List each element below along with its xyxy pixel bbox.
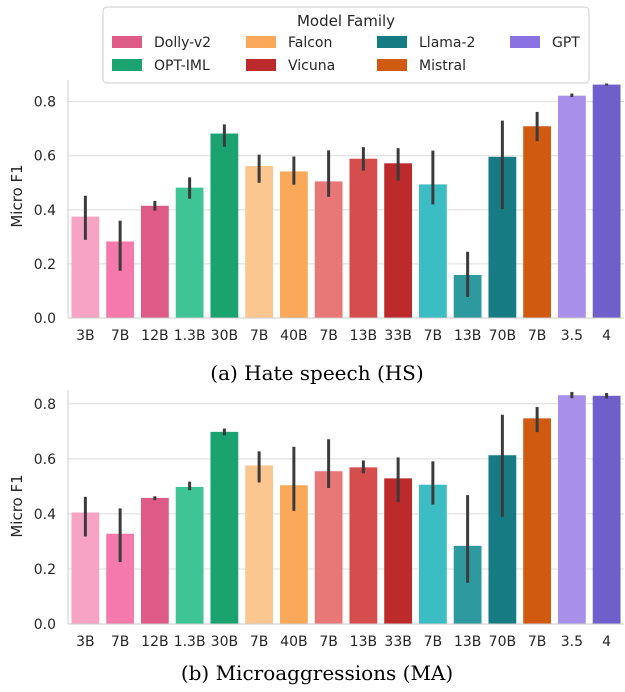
x-tick-label: 7B bbox=[424, 634, 443, 650]
x-tick-label: 13B bbox=[454, 328, 481, 344]
x-tick-label: 3B bbox=[76, 328, 95, 344]
y-tick-label: 0.0 bbox=[34, 617, 56, 633]
bar-dolly-v2-12b bbox=[140, 497, 169, 624]
x-tick-label: 33B bbox=[384, 634, 411, 650]
legend-label: Vicuna bbox=[288, 58, 335, 74]
bar-gpt-3.5 bbox=[557, 95, 586, 318]
bars bbox=[71, 395, 621, 624]
bar-llama-2-7b bbox=[418, 484, 447, 624]
x-tick-label: 7B bbox=[319, 634, 338, 650]
bar-vicuna-7b bbox=[314, 471, 343, 624]
x-tick-label: 7B bbox=[250, 328, 269, 344]
chart-hate-speech: Micro F1 0.0 0.2 0.4 0.6 0.8 3B 7B 12B 1.3B 30B 7… bbox=[8, 80, 624, 385]
x-tick-label: 40B bbox=[280, 328, 307, 344]
y-tick-labels: 0.0 0.2 0.4 0.6 0.8 bbox=[34, 397, 56, 633]
x-tick-label: 7B bbox=[111, 634, 130, 650]
y-tick-label: 0.4 bbox=[34, 203, 56, 219]
bar-falcon-7b bbox=[245, 166, 274, 318]
x-tick-labels: 3B 7B 12B 1.3B 30B 7B 40B 7B 13B 33B 7B 13B 70B 7B 3.5… bbox=[76, 328, 611, 344]
y-tick-labels: 0.0 0.2 0.4 0.6 0.8 bbox=[34, 95, 56, 327]
y-tick-label: 0.4 bbox=[34, 507, 56, 523]
legend-swatch-opt-iml bbox=[112, 59, 142, 71]
bar-mistral-7b bbox=[523, 126, 552, 318]
x-tick-labels: 3B 7B 12B 1.3B 30B 7B 40B 7B 13B 33B 7B 13B 70B 7B 3.5… bbox=[76, 634, 611, 650]
legend-label: GPT bbox=[552, 35, 580, 51]
x-tick-label: 7B bbox=[250, 634, 269, 650]
x-tick-label: 1.3B bbox=[174, 634, 206, 650]
bar-dolly-v2-12b bbox=[140, 205, 169, 318]
legend-items: Dolly-v2 Falcon Llama-2 GPT OPT-IML Vicuna Mis… bbox=[112, 35, 580, 74]
legend-label: Llama-2 bbox=[419, 35, 475, 51]
legend-swatch-vicuna bbox=[246, 59, 276, 71]
y-tick-label: 0.2 bbox=[34, 257, 56, 273]
bar-gpt-3.5 bbox=[557, 395, 586, 624]
bar-vicuna-33b bbox=[384, 478, 413, 624]
y-axis-label: Micro F1 bbox=[8, 164, 26, 227]
bar-falcon-7b bbox=[245, 465, 274, 624]
y-tick-label: 0.2 bbox=[34, 562, 56, 578]
bar-mistral-7b bbox=[523, 418, 552, 624]
legend-frame bbox=[102, 6, 590, 84]
bars bbox=[71, 84, 621, 319]
legend-swatch-dolly-v2 bbox=[112, 36, 142, 48]
x-tick-label: 13B bbox=[350, 328, 377, 344]
panel-caption: (a) Hate speech (HS) bbox=[210, 361, 423, 385]
y-tick-label: 0.8 bbox=[34, 95, 56, 111]
bar-opt-iml-30b bbox=[210, 431, 239, 624]
bar-opt-iml-30b bbox=[210, 133, 239, 318]
chart-microaggressions: Micro F1 0.0 0.2 0.4 0.6 0.8 3B 7B 12B 1.3B 30B 7… bbox=[8, 390, 624, 685]
bar-gpt-4 bbox=[592, 395, 621, 624]
bar-opt-iml-1.3b bbox=[175, 486, 204, 624]
bar-gpt-4 bbox=[592, 84, 621, 319]
x-tick-label: 13B bbox=[350, 634, 377, 650]
x-tick-label: 12B bbox=[141, 328, 168, 344]
bar-opt-iml-1.3b bbox=[175, 187, 204, 318]
bar-vicuna-33b bbox=[384, 163, 413, 318]
legend-swatch-mistral bbox=[377, 59, 407, 71]
legend-label: Dolly-v2 bbox=[154, 35, 211, 51]
y-tick-label: 0.6 bbox=[34, 452, 56, 468]
legend-title: Model Family bbox=[297, 12, 395, 30]
x-tick-label: 30B bbox=[211, 328, 238, 344]
x-tick-label: 3.5 bbox=[561, 634, 583, 650]
bar-vicuna-13b bbox=[349, 158, 378, 318]
bar-falcon-40b bbox=[279, 171, 308, 318]
legend-label: Mistral bbox=[419, 58, 466, 74]
y-tick-label: 0.8 bbox=[34, 397, 56, 413]
x-tick-label: 3.5 bbox=[561, 328, 583, 344]
y-tick-label: 0.6 bbox=[34, 149, 56, 165]
legend-swatch-gpt bbox=[510, 36, 540, 48]
x-tick-label: 70B bbox=[489, 328, 516, 344]
x-tick-label: 4 bbox=[602, 328, 611, 344]
x-tick-label: 70B bbox=[489, 634, 516, 650]
y-axis-label: Micro F1 bbox=[8, 474, 26, 537]
bar-vicuna-13b bbox=[349, 467, 378, 624]
legend-label: Falcon bbox=[288, 35, 332, 51]
x-tick-label: 7B bbox=[111, 328, 130, 344]
legend-label: OPT-IML bbox=[154, 58, 210, 74]
x-tick-label: 7B bbox=[528, 328, 547, 344]
x-tick-label: 40B bbox=[280, 634, 307, 650]
legend-swatch-falcon bbox=[246, 36, 276, 48]
bar-llama-2-7b bbox=[418, 184, 447, 318]
legend: Model Family Dolly-v2 Falcon Llama-2 GPT OPT… bbox=[102, 6, 590, 84]
panel-caption: (b) Microaggressions (MA) bbox=[181, 661, 453, 685]
bar-vicuna-7b bbox=[314, 181, 343, 318]
x-tick-label: 30B bbox=[211, 634, 238, 650]
x-tick-label: 7B bbox=[319, 328, 338, 344]
legend-swatch-llama-2 bbox=[377, 36, 407, 48]
x-tick-label: 12B bbox=[141, 634, 168, 650]
x-tick-label: 13B bbox=[454, 634, 481, 650]
x-tick-label: 7B bbox=[528, 634, 547, 650]
error-bars bbox=[83, 83, 609, 297]
x-tick-label: 3B bbox=[76, 634, 95, 650]
x-tick-label: 1.3B bbox=[174, 328, 206, 344]
x-tick-label: 33B bbox=[384, 328, 411, 344]
x-tick-label: 7B bbox=[424, 328, 443, 344]
y-tick-label: 0.0 bbox=[34, 311, 56, 327]
x-tick-label: 4 bbox=[602, 634, 611, 650]
error-bars bbox=[83, 391, 609, 583]
